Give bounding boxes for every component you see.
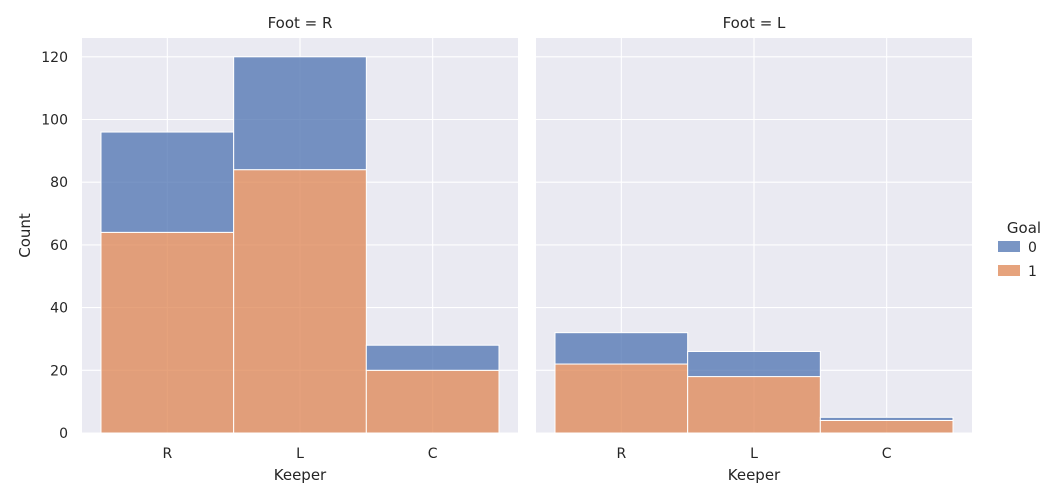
x-tick-label: R [616, 446, 626, 462]
y-tick-label: 60 [50, 238, 68, 254]
y-tick-label: 40 [50, 301, 68, 317]
bar-goal-0-l [233, 56, 367, 171]
bar-goal-1-r [554, 363, 689, 434]
bar-goal-1-r [100, 231, 235, 434]
y-tick-label: 20 [50, 363, 68, 379]
y-tick-label: 120 [41, 50, 68, 66]
legend-title: Goal [1007, 219, 1041, 237]
x-tick-label: L [750, 446, 758, 462]
y-tick-label: 0 [59, 426, 68, 442]
legend-swatch-goal-0 [998, 241, 1020, 252]
bar-goal-0-c [819, 416, 954, 421]
bar-goal-1-c [819, 419, 954, 434]
x-tick-label: R [162, 446, 172, 462]
y-axis-label: Count [16, 213, 34, 258]
legend-label-goal-0: 0 [1028, 240, 1037, 256]
y-tick-label: 100 [41, 113, 68, 129]
y-tick-label: 80 [50, 175, 68, 191]
x-tick-label: C [882, 446, 892, 462]
bar-goal-0-r [554, 332, 689, 365]
panel-title: Foot = L [723, 14, 786, 32]
x-tick-label: L [296, 446, 304, 462]
facet-panel-2: R L C Keeper Foot = L [536, 14, 972, 484]
bar-goal-1-l [233, 169, 367, 434]
legend: Goal 0 1 [998, 219, 1041, 280]
bar-goal-0-l [687, 350, 821, 378]
panel-title: Foot = R [268, 14, 333, 32]
x-axis-label: Keeper [728, 466, 781, 484]
legend-swatch-goal-1 [998, 265, 1020, 276]
facet-panel-1: 0 20 40 60 80 100 120 Count R L C Keeper Foot = R [16, 14, 518, 484]
bar-goal-0-c [365, 344, 500, 371]
bar-goal-0-r [100, 131, 235, 233]
x-tick-label: C [428, 446, 438, 462]
legend-label-goal-1: 1 [1028, 264, 1037, 280]
bar-goal-1-c [365, 369, 500, 434]
bar-goal-1-l [687, 376, 821, 434]
x-axis-label: Keeper [274, 466, 327, 484]
